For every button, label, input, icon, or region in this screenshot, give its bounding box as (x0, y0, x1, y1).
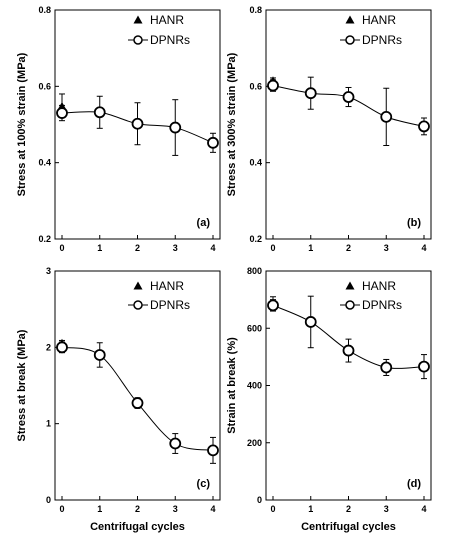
dpnrs-data-point (304, 316, 317, 328)
y-tick-label: 0.2 (249, 234, 262, 244)
x-tick-label: 3 (384, 504, 389, 514)
panel-c-legend: HANR DPNRs (128, 279, 190, 312)
legend-dpnrs-marker (133, 300, 143, 310)
x-tick-label: 0 (270, 504, 275, 514)
panel-c-x-axis-label: Centrifugal cycles (90, 521, 185, 533)
x-tick-label: 4 (210, 243, 215, 253)
dpnrs-data-point (93, 349, 106, 361)
legend-hanr-marker (133, 15, 143, 24)
x-tick-label: 3 (384, 243, 389, 253)
x-tick-label: 2 (346, 504, 351, 514)
panel-b-data-marks: 0.2 0.4 0.6 0.8 0 1 2 3 4 (249, 5, 430, 253)
x-tick-label: 1 (308, 504, 313, 514)
legend-hanr-label: HANR (150, 279, 184, 293)
panel-b-legend: HANR DPNRs (340, 13, 402, 47)
x-tick-label: 2 (135, 504, 140, 514)
panel-c-data-marks: 0 1 2 3 0 1 2 3 4 (46, 266, 219, 514)
y-tick-label: 3 (46, 266, 51, 276)
y-tick-label: 0.8 (249, 5, 262, 15)
legend-dpnrs-label: DPNRs (150, 298, 190, 312)
y-tick-label: 0.2 (38, 234, 51, 244)
legend-hanr-label: HANR (362, 13, 396, 27)
y-tick-label: 1 (46, 419, 51, 429)
panel-b-label: (b) (407, 217, 421, 229)
dpnrs-data-point (342, 344, 355, 357)
y-tick-label: 0 (257, 495, 262, 505)
legend-dpnrs-label: DPNRs (362, 33, 402, 47)
legend-hanr-marker (345, 281, 355, 290)
panel-b-y-axis-label: Stress at 300% strain (MPa) (226, 52, 238, 196)
legend-hanr-marker (133, 281, 143, 290)
dpnrs-data-point (267, 299, 279, 312)
x-tick-label: 2 (135, 243, 140, 253)
panel-d: Strain at break (%) Centrifugal cycles (… (226, 266, 432, 533)
dpnrs-data-point (93, 106, 106, 119)
y-tick-label: 0.6 (249, 81, 262, 91)
dpnrs-data-point (380, 110, 393, 123)
y-tick-label: 0.4 (38, 158, 51, 168)
legend-hanr-label: HANR (150, 13, 184, 27)
dpnrs-data-point (304, 87, 317, 100)
panel-a-data-marks: 0.2 0.4 0.6 0.8 0 1 2 3 4 (38, 5, 219, 253)
x-tick-label: 0 (59, 504, 64, 514)
dpnrs-data-point (418, 120, 430, 133)
panel-d-label: (d) (407, 478, 421, 490)
dpnrs-data-point (207, 444, 219, 457)
legend-hanr-label: HANR (362, 279, 396, 293)
panel-a-y-axis-label: Stress at 100% strain (MPa) (16, 52, 28, 196)
panel-c-y-axis-label: Stress at break (MPa) (16, 329, 28, 441)
panel-a: Stress at 100% strain (MPa) (a) 0.20.40.… (16, 5, 221, 253)
legend-hanr-marker (345, 15, 355, 24)
y-tick-label: 0.6 (38, 81, 51, 91)
dpnrs-data-point (131, 397, 144, 409)
y-tick-label: 400 (247, 381, 262, 391)
panel-c-label: (c) (197, 478, 211, 490)
y-tick-label: 0.8 (38, 5, 51, 15)
dpnrs-data-point (56, 107, 68, 119)
y-tick-label: 0.4 (249, 158, 262, 168)
x-tick-label: 1 (97, 504, 102, 514)
legend-dpnrs-marker (345, 300, 355, 310)
x-tick-label: 1 (97, 243, 102, 253)
y-tick-label: 600 (247, 323, 262, 333)
panel-d-x-axis-label: Centrifugal cycles (301, 521, 396, 533)
y-tick-label: 800 (247, 266, 262, 276)
dpnrs-data-point (169, 121, 182, 134)
dpnrs-data-point (267, 79, 279, 92)
dpnrs-data-point (131, 117, 144, 130)
x-tick-label: 1 (308, 243, 313, 253)
x-tick-label: 4 (421, 504, 426, 514)
y-tick-label: 0 (46, 495, 51, 505)
x-tick-label: 2 (346, 243, 351, 253)
legend-dpnrs-marker (345, 35, 355, 45)
legend-dpnrs-label: DPNRs (362, 298, 402, 312)
panel-a-legend: HANR DPNRs (128, 13, 190, 47)
x-tick-label: 0 (270, 243, 275, 253)
panel-a-label: (a) (197, 217, 211, 229)
dpnrs-data-point (380, 361, 393, 374)
x-tick-label: 3 (173, 504, 178, 514)
panel-d-data-marks: 0 200 400 600 800 0 1 2 3 4 (247, 266, 430, 514)
legend-dpnrs-label: DPNRs (150, 33, 190, 47)
panel-c: Stress at break (MPa) Centrifugal cycles… (16, 266, 221, 533)
dpnrs-data-point (418, 360, 430, 373)
panel-d-legend: HANR DPNRs (340, 279, 402, 312)
x-tick-label: 3 (173, 243, 178, 253)
dpnrs-data-point (342, 91, 355, 103)
x-tick-label: 4 (421, 243, 426, 253)
panel-d-y-axis-label: Strain at break (%) (226, 337, 238, 434)
dpnrs-data-point (207, 136, 219, 149)
legend-dpnrs-marker (133, 35, 143, 45)
y-tick-label: 2 (46, 342, 51, 352)
x-tick-label: 0 (59, 243, 64, 253)
panel-b: Stress at 300% strain (MPa) (b) 0.20.40.… (226, 5, 432, 253)
x-tick-label: 4 (210, 504, 215, 514)
y-tick-label: 200 (247, 438, 262, 448)
dpnrs-data-point (56, 341, 68, 354)
dpnrs-data-point (169, 437, 182, 450)
